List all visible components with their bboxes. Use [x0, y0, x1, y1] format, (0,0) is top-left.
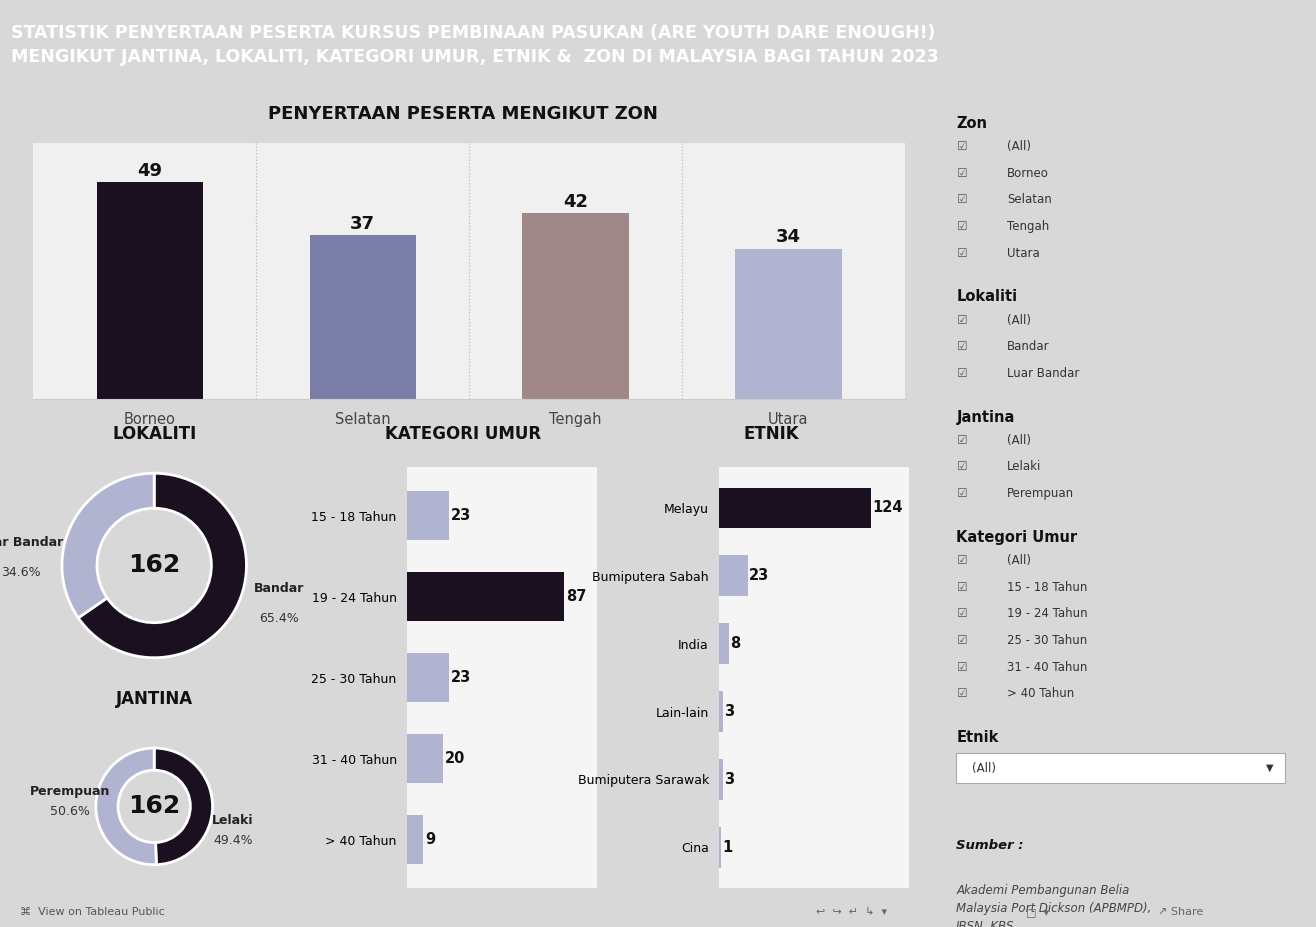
Wedge shape [154, 748, 213, 865]
Text: 37: 37 [350, 215, 375, 234]
Bar [720, 759, 722, 800]
Bar [720, 488, 871, 528]
Text: 3: 3 [724, 772, 734, 787]
Bar [407, 491, 449, 540]
Text: Sumber :: Sumber : [957, 839, 1024, 852]
Text: ☑: ☑ [957, 487, 967, 501]
Text: ☑: ☑ [957, 340, 967, 353]
Bar [720, 555, 747, 596]
Text: Kategori Umur: Kategori Umur [957, 530, 1078, 545]
Text: Zon: Zon [957, 116, 987, 131]
Text: 19 - 24 Tahun: 19 - 24 Tahun [1007, 607, 1088, 620]
Text: ☑: ☑ [957, 581, 967, 594]
Bar [407, 734, 443, 782]
Text: 23: 23 [450, 670, 471, 685]
Text: Akademi Pembangunan Belia
Malaysia Port Dickson (APBMPD),
JBSN, KBS: Akademi Pembangunan Belia Malaysia Port … [957, 883, 1152, 927]
Text: Utara: Utara [1007, 247, 1040, 260]
Text: 15 - 18 Tahun: 15 - 18 Tahun [1007, 581, 1087, 594]
Text: Luar Bandar: Luar Bandar [1007, 367, 1079, 380]
Bar [407, 815, 424, 864]
Text: 23: 23 [749, 568, 769, 583]
Text: ☑: ☑ [957, 140, 967, 153]
Bar [97, 183, 203, 399]
Text: 87: 87 [566, 590, 587, 604]
Text: 49.4%: 49.4% [213, 833, 253, 846]
Bar [522, 213, 629, 399]
Bar [720, 623, 729, 664]
Text: Lokaliti: Lokaliti [957, 289, 1017, 304]
Text: Bandar: Bandar [254, 582, 304, 595]
Text: 9: 9 [425, 832, 436, 847]
Text: Lelaki: Lelaki [1007, 461, 1041, 474]
Text: Jantina: Jantina [957, 410, 1015, 425]
Text: ☑: ☑ [957, 220, 967, 233]
Text: ↩  ↪  ↵  ↳  ▾: ↩ ↪ ↵ ↳ ▾ [816, 908, 887, 917]
Text: MENGIKUT JANTINA, LOKALITI, KATEGORI UMUR, ETNIK &  ZON DI MALAYSIA BAGI TAHUN 2: MENGIKUT JANTINA, LOKALITI, KATEGORI UMU… [11, 47, 938, 66]
Bar [309, 235, 416, 399]
Text: ☑: ☑ [957, 167, 967, 180]
Text: Perempuan: Perempuan [1007, 487, 1074, 501]
Text: Etnik: Etnik [957, 730, 999, 745]
Text: (All): (All) [973, 762, 996, 775]
Text: ☑: ☑ [957, 434, 967, 447]
Text: ☑: ☑ [957, 193, 967, 206]
Bar [407, 654, 449, 702]
Text: ☑: ☑ [957, 661, 967, 674]
Text: 3: 3 [724, 705, 734, 719]
FancyBboxPatch shape [957, 753, 1284, 783]
Text: 162: 162 [128, 553, 180, 578]
Bar [407, 572, 565, 621]
Text: ☑: ☑ [957, 634, 967, 647]
Text: Bandar: Bandar [1007, 340, 1050, 353]
Text: 65.4%: 65.4% [259, 613, 299, 626]
Text: ☑: ☑ [957, 247, 967, 260]
Text: 31 - 40 Tahun: 31 - 40 Tahun [1007, 661, 1087, 674]
Bar [736, 248, 841, 399]
Text: Perempuan: Perempuan [29, 785, 109, 798]
Text: 25 - 30 Tahun: 25 - 30 Tahun [1007, 634, 1087, 647]
Text: (All): (All) [1007, 140, 1032, 153]
Text: > 40 Tahun: > 40 Tahun [1007, 687, 1074, 701]
Text: 20: 20 [445, 751, 466, 766]
Text: Luar Bandar: Luar Bandar [0, 536, 63, 549]
Text: 1: 1 [722, 840, 732, 855]
Wedge shape [78, 473, 246, 658]
Text: LOKALITI: LOKALITI [112, 425, 196, 443]
Text: Borneo: Borneo [1007, 167, 1049, 180]
Text: 50.6%: 50.6% [50, 805, 89, 818]
Text: 124: 124 [873, 501, 903, 515]
Text: ☑: ☑ [957, 554, 967, 567]
Text: 34: 34 [776, 228, 801, 247]
Text: ☑: ☑ [957, 607, 967, 620]
Text: 34.6%: 34.6% [0, 566, 41, 579]
Bar [720, 692, 722, 732]
Text: (All): (All) [1007, 434, 1032, 447]
Text: ☑: ☑ [957, 367, 967, 380]
Text: 42: 42 [563, 193, 588, 211]
Text: ↗ Share: ↗ Share [1158, 908, 1203, 917]
Text: ETNIK: ETNIK [744, 425, 799, 443]
Text: JANTINA: JANTINA [116, 690, 192, 708]
Text: PENYERTAAN PESERTA MENGIKUT ZON: PENYERTAAN PESERTA MENGIKUT ZON [267, 105, 658, 123]
Text: Lelaki: Lelaki [212, 815, 254, 828]
Text: ▼: ▼ [1266, 763, 1273, 773]
Text: Tengah: Tengah [1007, 220, 1049, 233]
Text: ☑: ☑ [957, 461, 967, 474]
Text: 8: 8 [730, 636, 741, 651]
Text: 49: 49 [137, 162, 162, 180]
Text: □  ▾: □ ▾ [1026, 908, 1050, 917]
Text: ☑: ☑ [957, 687, 967, 701]
Text: 162: 162 [128, 794, 180, 819]
Text: STATISTIK PENYERTAAN PESERTA KURSUS PEMBINAAN PASUKAN (ARE YOUTH DARE ENOUGH!): STATISTIK PENYERTAAN PESERTA KURSUS PEMB… [11, 24, 934, 43]
Text: 23: 23 [450, 508, 471, 523]
Text: (All): (All) [1007, 554, 1032, 567]
Text: ☑: ☑ [957, 313, 967, 326]
Text: KATEGORI UMUR: KATEGORI UMUR [384, 425, 541, 443]
Text: ⌘  View on Tableau Public: ⌘ View on Tableau Public [20, 908, 164, 917]
Text: Selatan: Selatan [1007, 193, 1051, 206]
Wedge shape [62, 473, 154, 617]
Wedge shape [96, 748, 157, 865]
Text: (All): (All) [1007, 313, 1032, 326]
